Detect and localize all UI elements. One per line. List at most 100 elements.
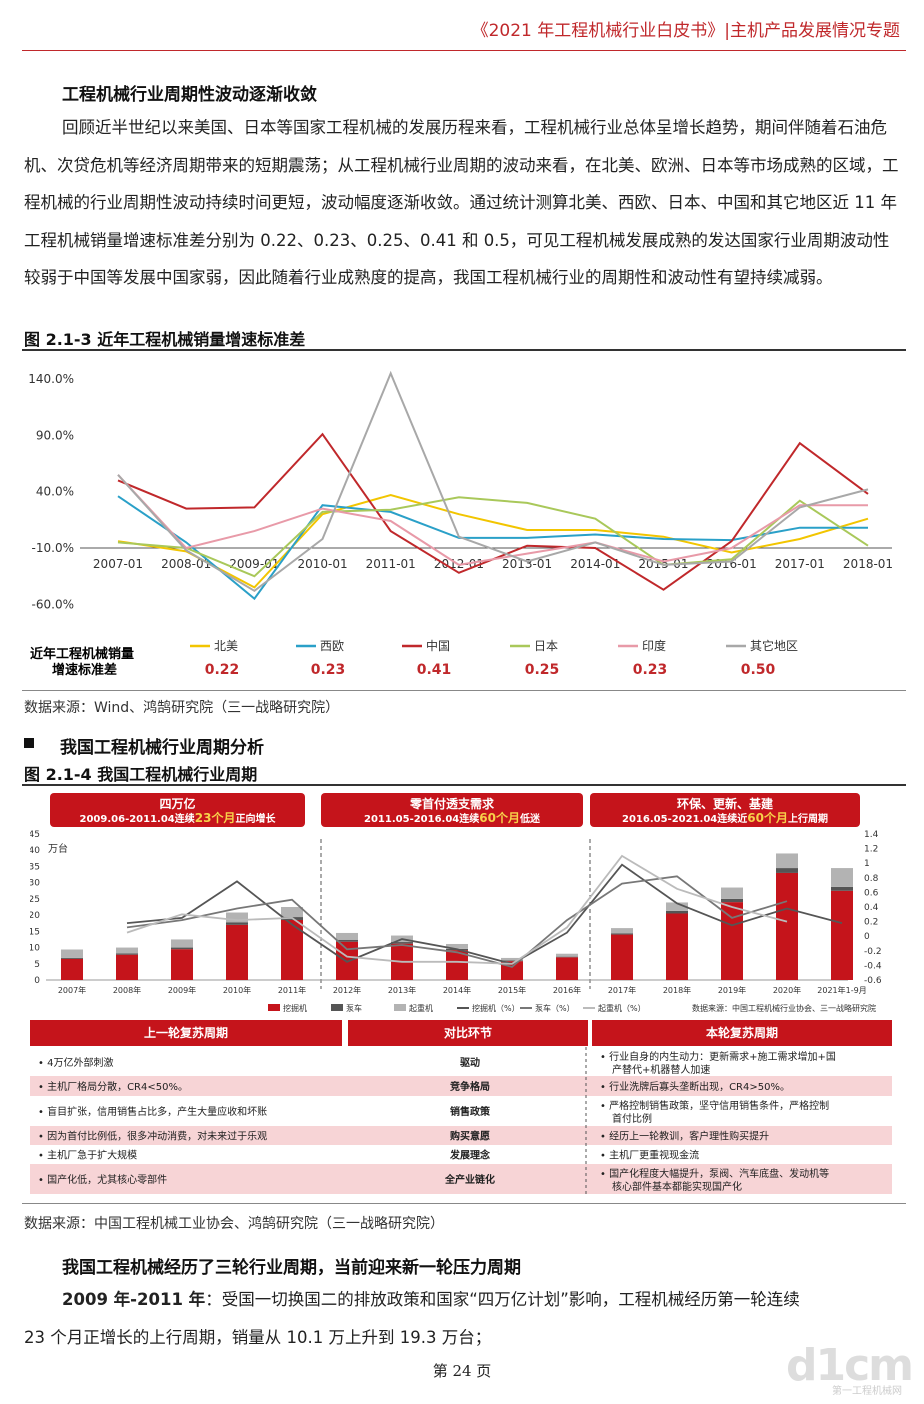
bar-segment	[281, 919, 303, 980]
y-tick-label: -60.0%	[32, 597, 74, 611]
y-unit-label: 万台	[48, 842, 68, 855]
y-right-tick: 0.2	[864, 918, 878, 928]
bar-x-label: 2015年	[498, 985, 526, 995]
row-right-text: • 严格控制销售政策，坚守信用销售条件，严格控制	[600, 1099, 829, 1112]
bar-segment	[226, 924, 248, 980]
y-tick-label: -10.0%	[32, 541, 74, 555]
table-row: • 主机厂急于扩大规模 发展理念 • 主机厂更重视现金流	[38, 1149, 699, 1162]
section3-text-line1: ：受国一切换国二的排放政策和国家“四万亿计划”影响，工程机械经历第一轮连续	[205, 1290, 800, 1309]
row-bg	[30, 1076, 892, 1096]
row-right-text: • 经历上一轮教训，客户理性购买提升	[600, 1130, 769, 1143]
table-row: • 国产化低，尤其核心零部件 全产业链化 • 国产化程度大幅提升，泵阀、汽车底盘、发…	[30, 1164, 892, 1194]
y-right-tick: -0.6	[864, 976, 882, 986]
std-value: 0.50	[741, 662, 776, 678]
header-rule	[22, 50, 906, 51]
std-label-line2: 增速标准差	[52, 662, 117, 678]
bar-segment	[666, 913, 688, 980]
section3-heading: 我国工程机械经历了三轮行业周期，当前迎来新一轮压力周期	[62, 1258, 521, 1278]
bar-chart-source-note: 数据来源：中国工程机械行业协会、三一战略研究院	[692, 1003, 876, 1013]
std-line-chart: 140.0% 90.0% 40.0% -10.0% -60.0% 2007-01 2008…	[28, 370, 893, 678]
y-left-tick: 20	[30, 911, 40, 921]
series-line	[117, 495, 868, 601]
legend-label: 日本	[534, 639, 558, 653]
banner-subtitle: 2009.06-2011.04连续23个月正向增长	[80, 810, 277, 825]
figure1-title: 图 2.1-3 近年工程机械销量增速标准差	[24, 330, 306, 349]
banner-subtitle: 2016.05-2021.04连续近60个月上行周期	[622, 810, 828, 825]
y-left-tick: 15	[30, 927, 40, 937]
bar-x-label: 2021年1-9月	[817, 985, 866, 995]
legend-label: 挖掘机	[283, 1003, 307, 1013]
std-value: 0.41	[417, 662, 452, 678]
figure1-top-rule	[22, 349, 906, 351]
y-left-tick: 35	[30, 862, 40, 872]
table-header-label: 本轮复苏周期	[706, 1025, 778, 1040]
row-mid-text: 驱动	[460, 1056, 480, 1069]
watermark-logo: d1cm	[785, 1340, 914, 1391]
bar-segment	[171, 947, 193, 950]
row-mid-text: 发展理念	[449, 1149, 490, 1162]
x-tick-label: 2009-01	[229, 557, 279, 571]
section3-paragraph: 2009 年-2011 年：受国一切换国二的排放政策和国家“四万亿计划”影响，工…	[24, 1281, 904, 1357]
y-right-tick: 1.4	[864, 830, 879, 840]
row-left-text: • 主机厂急于扩大规模	[38, 1149, 137, 1162]
bar-segment	[611, 928, 633, 934]
bar-segment	[61, 957, 83, 959]
table-header-cell	[348, 1020, 588, 1046]
figure2-source: 数据来源：中国工程机械工业协会、鸿鹄研究院（三一战略研究院）	[24, 1216, 444, 1232]
row-mid-text: 全产业链化	[444, 1173, 495, 1186]
y-left-tick: 40	[30, 846, 40, 856]
page-header: 《2021 年工程机械行业白皮书》|主机产品发展情况专题	[471, 21, 900, 41]
row-right-text-cont: 首付比例	[612, 1112, 652, 1125]
bar-x-label: 2008年	[113, 985, 141, 995]
banner-title: 零首付透支需求	[409, 796, 495, 811]
bar-segment	[556, 956, 578, 958]
y-right-tick: -0.2	[864, 947, 882, 957]
bar-x-label: 2019年	[718, 985, 746, 995]
bar-x-label: 2014年	[443, 985, 471, 995]
row-bg	[30, 1164, 892, 1194]
bar-x-label: 2010年	[223, 985, 251, 995]
series-line	[117, 370, 869, 593]
x-tick-label: 2011-01	[366, 557, 416, 571]
watermark-subtitle: 第一工程机械网	[832, 1386, 902, 1397]
bar-segment	[501, 957, 523, 961]
bar-x-label: 2018年	[663, 985, 691, 995]
legend-label: 挖掘机（%）	[472, 1003, 520, 1013]
page-number: 第 24 页	[432, 1362, 492, 1380]
bar-segment	[116, 947, 138, 954]
table-row: • 4万亿外部刺激 驱动 • 行业自身的内生动力：更新需求+施工需求增加+国产替代+…	[38, 1050, 836, 1076]
legend-label: 印度	[642, 638, 666, 653]
std-value: 0.25	[525, 662, 560, 678]
y-right-tick: 0.8	[864, 874, 879, 884]
legend-label: 起重机	[409, 1003, 433, 1013]
section1-paragraph: 回顾近半世纪以来美国、日本等国家工程机械的发展历程来看，工程机械行业总体呈增长趋…	[24, 109, 900, 297]
y-tick-label: 140.0%	[28, 372, 74, 386]
row-left-text: • 因为首付比例低，很多冲动消费，对未来过于乐观	[38, 1130, 267, 1143]
x-tick-label: 2008-01	[161, 557, 211, 571]
figure2-title: 图 2.1-4 我国工程机械行业周期	[24, 765, 258, 784]
bar-segment	[721, 898, 743, 903]
series-line	[117, 496, 869, 578]
x-tick-label: 2017-01	[775, 557, 825, 571]
figure2-top-rule	[22, 784, 906, 786]
legend-label: 其它地区	[750, 638, 798, 653]
legend-label: 北美	[214, 639, 238, 653]
bar-x-label: 2020年	[773, 985, 801, 995]
section1-heading: 工程机械行业周期性波动逐渐收敛	[62, 85, 317, 105]
legend-label: 中国	[426, 638, 450, 653]
bar-segment	[776, 872, 798, 980]
bar-segment	[721, 902, 743, 980]
row-mid-text: 销售政策	[450, 1105, 491, 1118]
legend-swatch	[268, 1004, 280, 1011]
legend-label: 起重机（%）	[598, 1003, 646, 1013]
y-tick-label: 40.0%	[36, 485, 74, 499]
bar-segment	[611, 934, 633, 980]
row-left-text: • 盲目扩张，信用销售占比多，产生大量应收和坏账	[38, 1105, 267, 1118]
x-tick-label: 2013-01	[502, 557, 552, 571]
bar-segment	[776, 853, 798, 869]
bar-segment	[281, 907, 303, 918]
table-header-cell	[30, 1020, 342, 1046]
table-header-label: 对比环节	[444, 1025, 492, 1040]
figure1-source: 数据来源：Wind、鸿鹄研究院（三一战略研究院）	[24, 700, 340, 716]
